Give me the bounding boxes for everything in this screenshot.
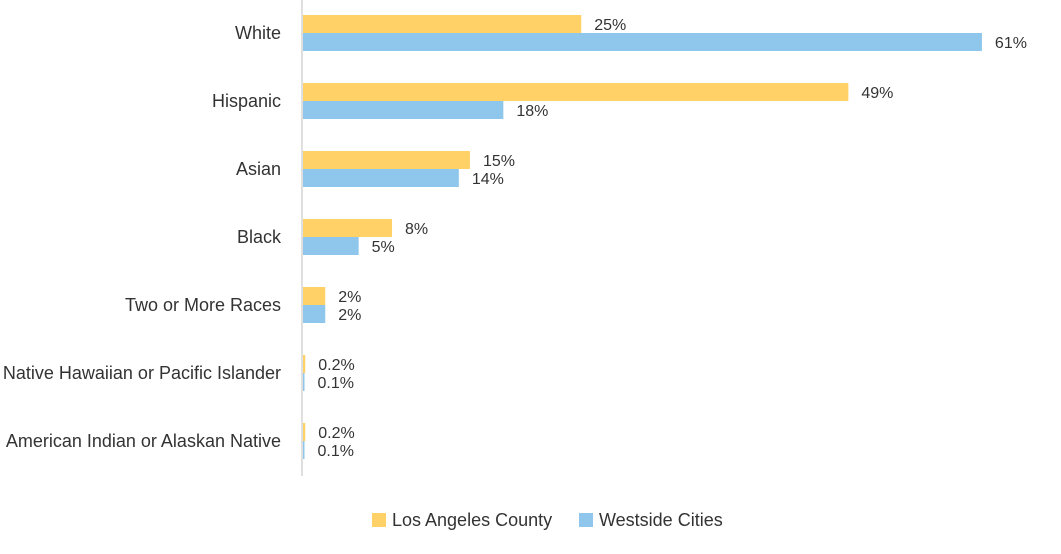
value-label-westside-cities-two-or-more-races: 2% [338, 307, 361, 324]
category-label-asian: Asian [236, 159, 281, 179]
bars-layer [303, 15, 982, 459]
bar-westside-cities-native-hawaiian-or-pacific-islander [303, 373, 305, 391]
bar-los-angeles-county-asian [303, 151, 470, 169]
value-label-los-angeles-county-american-indian-or-alaskan-native: 0.2% [318, 425, 354, 442]
category-label-two-or-more-races: Two or More Races [125, 295, 281, 315]
category-label-american-indian-or-alaskan-native: American Indian or Alaskan Native [6, 431, 281, 451]
bar-westside-cities-american-indian-or-alaskan-native [303, 441, 305, 459]
bar-los-angeles-county-white [303, 15, 582, 33]
value-label-los-angeles-county-hispanic: 49% [861, 85, 893, 102]
value-label-westside-cities-black: 5% [372, 239, 395, 256]
legend-swatch-los-angeles-county [372, 513, 386, 527]
bar-westside-cities-hispanic [303, 101, 504, 119]
value-label-westside-cities-american-indian-or-alaskan-native: 0.1% [318, 443, 354, 460]
bar-westside-cities-black [303, 237, 359, 255]
bar-los-angeles-county-american-indian-or-alaskan-native [303, 423, 306, 441]
labels-layer: White 25% 61% Hispanic 49% 18% Asian 15%14% Blac… [3, 17, 1027, 460]
legend-swatch-westside-cities [579, 513, 593, 527]
bar-los-angeles-county-native-hawaiian-or-pacific-islander [303, 355, 306, 373]
bar-los-angeles-county-two-or-more-races [303, 287, 326, 305]
value-label-los-angeles-county-black: 8% [405, 221, 428, 238]
legend-label-westside-cities: Westside Cities [599, 510, 723, 530]
value-label-westside-cities-native-hawaiian-or-pacific-islander: 0.1% [318, 375, 354, 392]
bar-westside-cities-white [303, 33, 982, 51]
bar-los-angeles-county-hispanic [303, 83, 849, 101]
value-label-westside-cities-asian: 14% [472, 171, 504, 188]
value-label-westside-cities-white: 61% [995, 35, 1027, 52]
bar-los-angeles-county-black [303, 219, 393, 237]
bar-westside-cities-asian [303, 169, 459, 187]
category-label-hispanic: Hispanic [212, 91, 281, 111]
value-label-los-angeles-county-asian: 15% [483, 153, 515, 170]
bar-westside-cities-two-or-more-races [303, 305, 326, 323]
legend: Los Angeles County Westside Cities [372, 510, 723, 530]
category-label-white: White [235, 23, 281, 43]
value-label-los-angeles-county-native-hawaiian-or-pacific-islander: 0.2% [318, 357, 354, 374]
value-label-los-angeles-county-white: 25% [594, 17, 626, 34]
value-label-los-angeles-county-two-or-more-races: 2% [338, 289, 361, 306]
value-label-westside-cities-hispanic: 18% [516, 103, 548, 120]
legend-label-los-angeles-county: Los Angeles County [392, 510, 552, 530]
category-label-black: Black [237, 227, 282, 247]
category-label-native-hawaiian-or-pacific-islander: Native Hawaiian or Pacific Islander [3, 363, 281, 383]
